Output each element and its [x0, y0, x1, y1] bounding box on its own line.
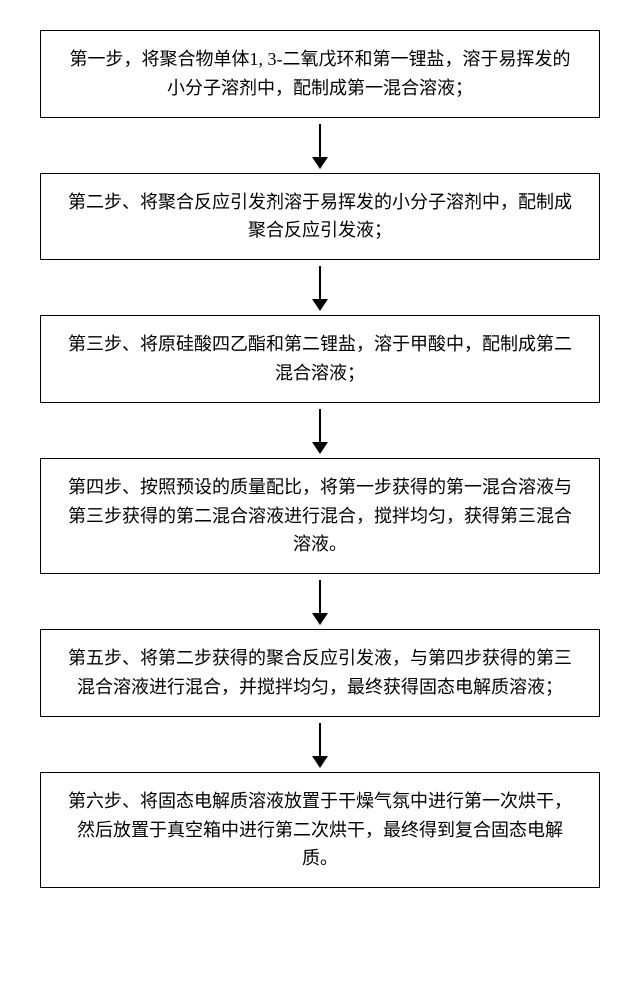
step-1-box: 第一步，将聚合物单体1, 3-二氧戊环和第一锂盐，溶于易挥发的小分子溶剂中，配制… — [40, 30, 600, 118]
step-2-text: 第二步、将聚合反应引发剂溶于易挥发的小分子溶剂中，配制成聚合反应引发液； — [68, 192, 572, 241]
arrow-head-icon — [312, 157, 328, 169]
step-4-text: 第四步、按照预设的质量配比，将第一步获得的第一混合溶液与第三步获得的第二混合溶液… — [68, 477, 572, 555]
step-6-text: 第六步、将固态电解质溶液放置于干燥气氛中进行第一次烘干，然后放置于真空箱中进行第… — [68, 791, 572, 869]
arrow-head-icon — [312, 613, 328, 625]
arrow-line — [319, 266, 321, 300]
arrow-line — [319, 409, 321, 443]
arrow-line — [319, 723, 321, 757]
flowchart-container: 第一步，将聚合物单体1, 3-二氧戊环和第一锂盐，溶于易挥发的小分子溶剂中，配制… — [40, 30, 600, 888]
step-5-text: 第五步、将第二步获得的聚合反应引发液，与第四步获得的第三混合溶液进行混合，并搅拌… — [68, 648, 572, 697]
step-3-box: 第三步、将原硅酸四乙酯和第二锂盐，溶于甲酸中，配制成第二混合溶液； — [40, 315, 600, 403]
arrow-3-4 — [312, 409, 328, 454]
step-2-box: 第二步、将聚合反应引发剂溶于易挥发的小分子溶剂中，配制成聚合反应引发液； — [40, 173, 600, 261]
arrow-line — [319, 580, 321, 614]
arrow-5-6 — [312, 723, 328, 768]
arrow-line — [319, 124, 321, 158]
arrow-head-icon — [312, 442, 328, 454]
step-6-box: 第六步、将固态电解质溶液放置于干燥气氛中进行第一次烘干，然后放置于真空箱中进行第… — [40, 772, 600, 888]
arrow-head-icon — [312, 299, 328, 311]
arrow-2-3 — [312, 266, 328, 311]
arrow-1-2 — [312, 124, 328, 169]
arrow-4-5 — [312, 580, 328, 625]
step-1-text: 第一步，将聚合物单体1, 3-二氧戊环和第一锂盐，溶于易挥发的小分子溶剂中，配制… — [70, 49, 571, 98]
step-5-box: 第五步、将第二步获得的聚合反应引发液，与第四步获得的第三混合溶液进行混合，并搅拌… — [40, 629, 600, 717]
arrow-head-icon — [312, 756, 328, 768]
step-3-text: 第三步、将原硅酸四乙酯和第二锂盐，溶于甲酸中，配制成第二混合溶液； — [68, 334, 572, 383]
step-4-box: 第四步、按照预设的质量配比，将第一步获得的第一混合溶液与第三步获得的第二混合溶液… — [40, 458, 600, 574]
